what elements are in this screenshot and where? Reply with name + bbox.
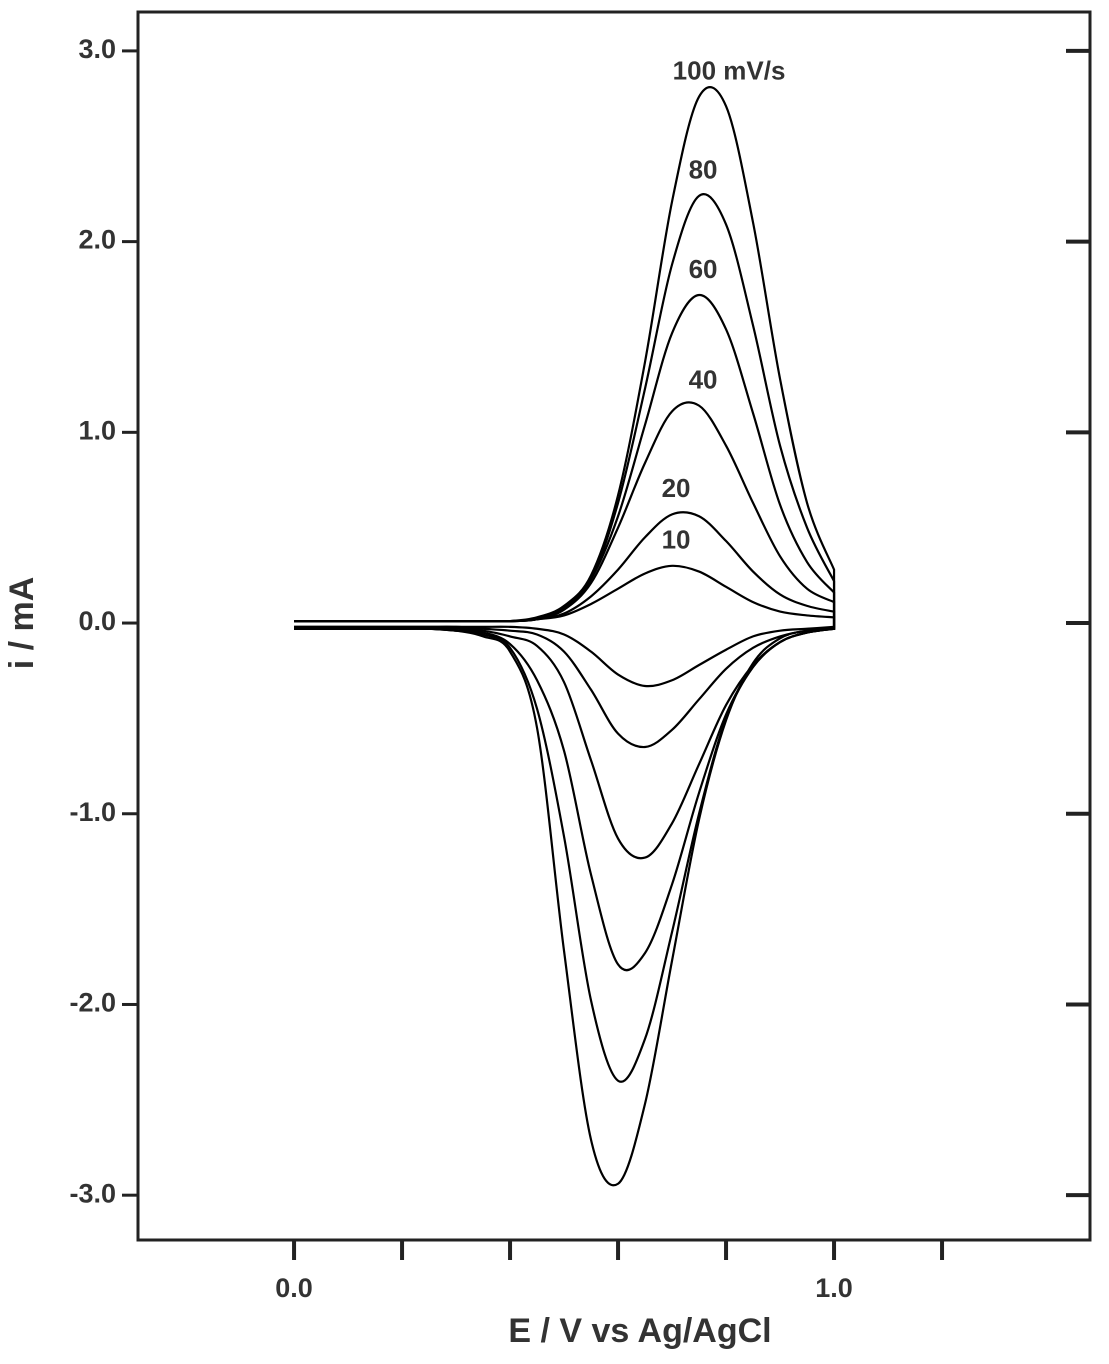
y-axis-title: i / mA xyxy=(3,577,41,670)
curve-label: 60 xyxy=(689,254,718,284)
x-tick-label: 0.0 xyxy=(275,1273,313,1303)
x-axis-title: E / V vs Ag/AgCl xyxy=(508,1312,771,1350)
curve-label: 10 xyxy=(662,525,691,555)
cv-curve xyxy=(294,293,836,972)
curve-label: 80 xyxy=(689,155,718,185)
x-tick-label: 1.0 xyxy=(815,1273,853,1303)
cv-curve xyxy=(294,401,836,860)
y-tick-label: -1.0 xyxy=(69,797,116,827)
curve-label: 100 mV/s xyxy=(673,56,786,86)
cv-curve xyxy=(294,564,836,688)
y-tick-label: 3.0 xyxy=(78,34,116,64)
y-tick-label: -2.0 xyxy=(69,988,116,1018)
y-tick-label: -3.0 xyxy=(69,1178,116,1208)
y-tick-label: 2.0 xyxy=(78,225,116,255)
plot-frame xyxy=(136,10,1092,1242)
y-tick-label: 1.0 xyxy=(78,415,116,445)
y-tick-label: 0.0 xyxy=(78,606,116,636)
curve-label: 40 xyxy=(689,365,718,395)
curve-label: 20 xyxy=(662,473,691,503)
